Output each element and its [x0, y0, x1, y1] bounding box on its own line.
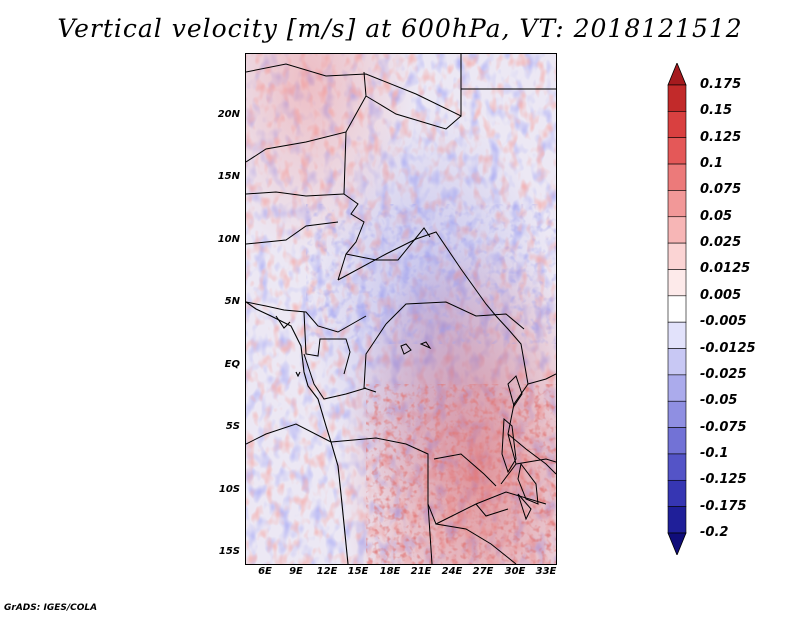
field-strong-ascent: [366, 384, 556, 564]
lon-label-15e: 15E: [347, 566, 369, 577]
map-canvas: [246, 54, 556, 564]
colorbar-bin: [667, 242, 687, 270]
colorbar-tick-label: -0.075: [700, 419, 747, 435]
map-panel: [245, 53, 557, 565]
lon-label-21e: 21E: [410, 566, 432, 577]
lon-label-27e: 27E: [472, 566, 494, 577]
colorbar-bin: [667, 269, 687, 297]
field-strong-descent: [306, 204, 556, 344]
colorbar-bin: [667, 321, 687, 349]
lon-label-18e: 18E: [379, 566, 401, 577]
colorbar-bin: [667, 506, 687, 534]
colorbar-bin: [667, 111, 687, 139]
colorbar-tick-label: 0.15: [700, 103, 733, 119]
latitude-axis: 20N 15N 10N 5N EQ 5S 10S 15S: [200, 53, 240, 565]
colorbar-tick-label: 0.125: [700, 129, 742, 145]
colorbar-bin: [667, 348, 687, 376]
lakes: [400, 341, 539, 521]
lat-label-20n: 20N: [217, 109, 240, 120]
lon-label-30e: 30E: [504, 566, 526, 577]
colorbar-tick-label: -0.2: [700, 525, 729, 540]
lon-label-6e: 6E: [258, 566, 272, 577]
lat-label-15n: 15N: [217, 171, 240, 182]
colorbar-tick-label: 0.025: [700, 235, 742, 251]
colorbar-tick-label: 0.05: [700, 208, 733, 224]
longitude-axis: 6E 9E 12E 15E 18E 21E 24E 27E 30E 33E: [245, 566, 557, 580]
lat-label-15s: 15S: [218, 546, 240, 557]
colorbar-bin: [667, 216, 687, 244]
colorbar-bin: [667, 137, 687, 165]
lat-label-eq: EQ: [224, 359, 240, 370]
colorbar-tick-label: -0.05: [700, 393, 738, 409]
colorbar-bin: [667, 190, 687, 218]
colorbar-tick-label: 0.1: [700, 156, 724, 172]
colorbar-tick-label: 0.0125: [700, 261, 751, 277]
colorbar-tick-label: -0.1: [700, 445, 729, 461]
colorbar-top-arrow: [667, 63, 687, 86]
colorbar-bin: [667, 295, 687, 323]
lon-label-12e: 12E: [316, 566, 338, 577]
colorbar-bin: [667, 163, 687, 191]
country-borders: [246, 54, 556, 564]
colorbar: [667, 63, 687, 555]
colorbar-tick-label: -0.125: [700, 472, 747, 488]
colorbar-tick-label: -0.0125: [700, 340, 756, 356]
colorbar-bin: [667, 400, 687, 428]
colorbar-bin: [667, 374, 687, 402]
colorbar-bin: [667, 427, 687, 455]
lat-label-5n: 5N: [224, 296, 240, 307]
lat-label-10n: 10N: [217, 234, 240, 245]
lon-label-33e: 33E: [535, 566, 557, 577]
colorbar-tick-label: 0.075: [700, 182, 742, 198]
colorbar-tick-label: 0.005: [700, 287, 742, 303]
colorbar-tick-label: -0.025: [700, 366, 747, 382]
coastline: [246, 301, 349, 564]
colorbar-tick-label: 0.175: [700, 77, 742, 92]
lon-label-9e: 9E: [289, 566, 303, 577]
colorbar-bin: [667, 453, 687, 481]
grads-credit: GrADS: IGES/COLA: [4, 603, 98, 613]
colorbar-tick-label: -0.005: [700, 314, 747, 330]
colorbar-bottom-arrow: [667, 532, 687, 555]
lon-label-24e: 24E: [441, 566, 463, 577]
colorbar-bin: [667, 84, 687, 112]
colorbar-bin: [667, 479, 687, 507]
chart-title: Vertical velocity [m/s] at 600hPa, VT: 2…: [57, 14, 743, 43]
lat-label-10s: 10S: [218, 484, 240, 495]
colorbar-tick-label: -0.175: [700, 498, 747, 514]
lat-label-5s: 5S: [225, 421, 240, 432]
